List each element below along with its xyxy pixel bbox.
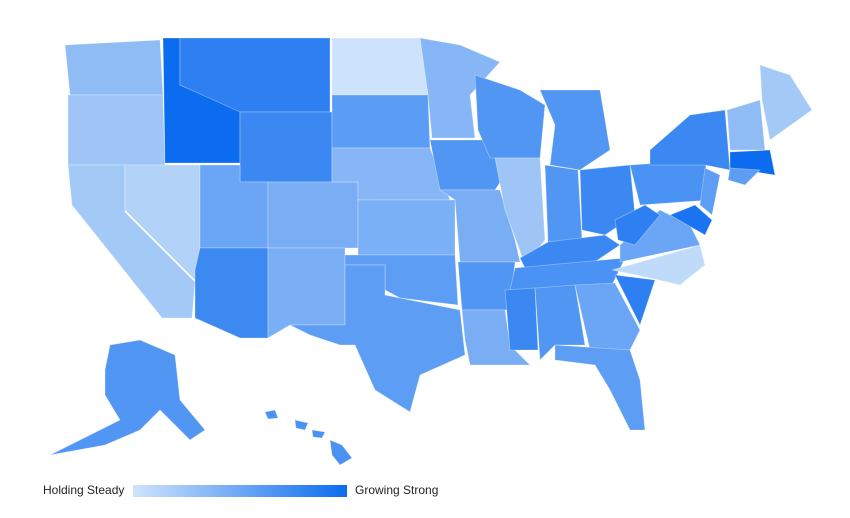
state — [669, 204, 713, 236]
state — [357, 199, 456, 256]
state — [474, 74, 546, 159]
state — [329, 439, 353, 466]
legend: Holding Steady Growing Strong — [43, 483, 438, 497]
legend-low-label: Holding Steady — [43, 483, 124, 497]
state — [574, 282, 641, 351]
state — [267, 247, 346, 339]
legend-gradient — [133, 485, 347, 497]
state — [294, 419, 309, 431]
state — [614, 274, 656, 327]
state — [64, 39, 164, 96]
state — [544, 164, 583, 243]
state — [331, 37, 429, 96]
state — [759, 64, 813, 141]
state — [629, 159, 711, 206]
state — [438, 189, 521, 263]
state — [461, 309, 531, 366]
state — [504, 287, 539, 351]
state — [554, 344, 646, 431]
state — [239, 111, 333, 183]
state — [649, 109, 731, 171]
state — [611, 244, 706, 286]
state — [539, 89, 611, 171]
state — [699, 167, 721, 216]
state — [194, 247, 269, 339]
state — [49, 339, 206, 456]
state — [331, 94, 431, 149]
state — [289, 264, 466, 413]
state — [727, 167, 761, 186]
state — [267, 181, 359, 249]
state — [264, 409, 279, 420]
state — [419, 37, 501, 139]
state — [534, 284, 586, 361]
state — [311, 429, 326, 439]
state — [614, 204, 661, 246]
state — [67, 94, 166, 166]
legend-high-label: Growing Strong — [355, 483, 438, 497]
state — [726, 99, 766, 151]
states — [49, 37, 813, 466]
